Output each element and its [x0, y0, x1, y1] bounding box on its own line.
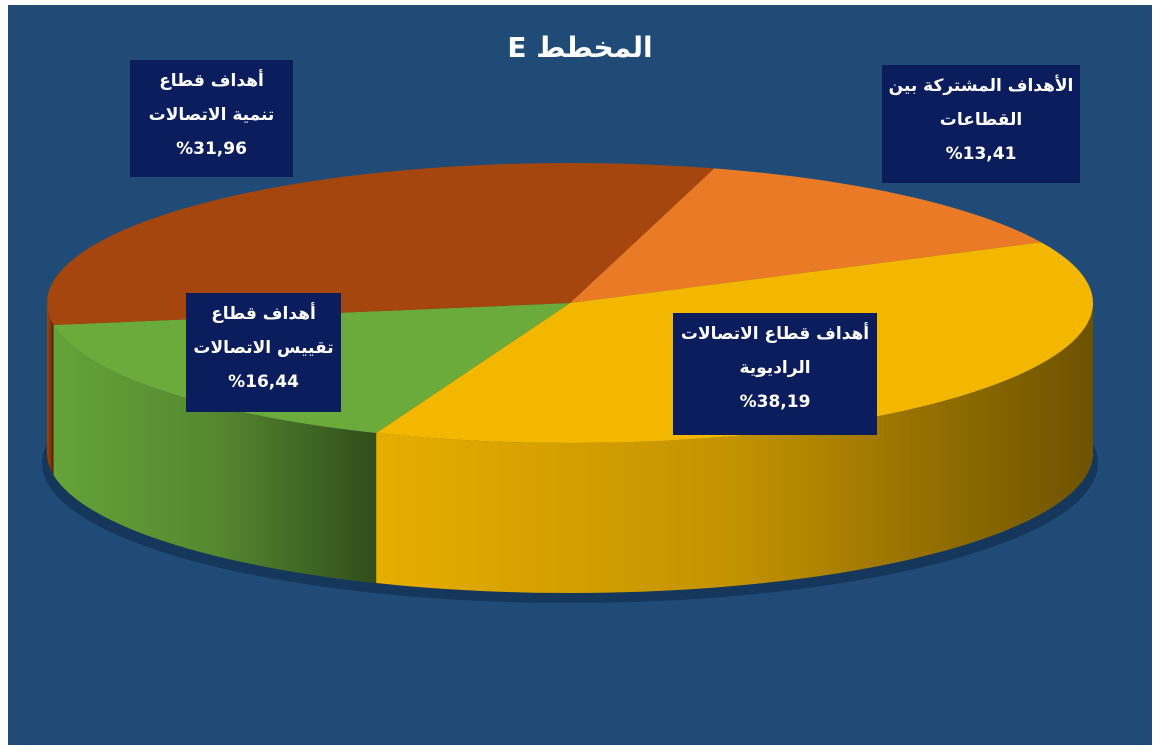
category-label: أهداف قطاع تقييس الاتصالات	[193, 304, 334, 358]
slice	[47, 163, 715, 326]
slice-side-shade	[47, 303, 54, 476]
slice	[570, 168, 1042, 303]
category-label: أهداف قطاع تنمية الاتصالات	[148, 71, 275, 125]
value-label: %13,41	[945, 144, 1017, 164]
category-label: الأهداف المشتركة بين القطاعات	[888, 76, 1074, 130]
value-label: %16,44	[228, 372, 299, 392]
chart-title: المخطط E	[507, 31, 653, 64]
data-label: أهداف قطاع الاتصالات الراديوية %38,19	[673, 313, 877, 435]
data-label: أهداف قطاع تقييس الاتصالات %16,44	[186, 293, 341, 412]
chart: المخطط E الأهداف المشتركة بين القطاعات %1…	[8, 5, 1152, 745]
value-label: %38,19	[739, 392, 811, 412]
data-label: الأهداف المشتركة بين القطاعات %13,41	[882, 65, 1080, 183]
value-label: %31,96	[176, 139, 247, 159]
slice-side-shade	[376, 303, 1094, 593]
category-label: أهداف قطاع الاتصالات الراديوية	[680, 324, 870, 378]
data-label: أهداف قطاع تنمية الاتصالات %31,96	[130, 60, 293, 177]
slice-side-shade	[53, 325, 377, 584]
